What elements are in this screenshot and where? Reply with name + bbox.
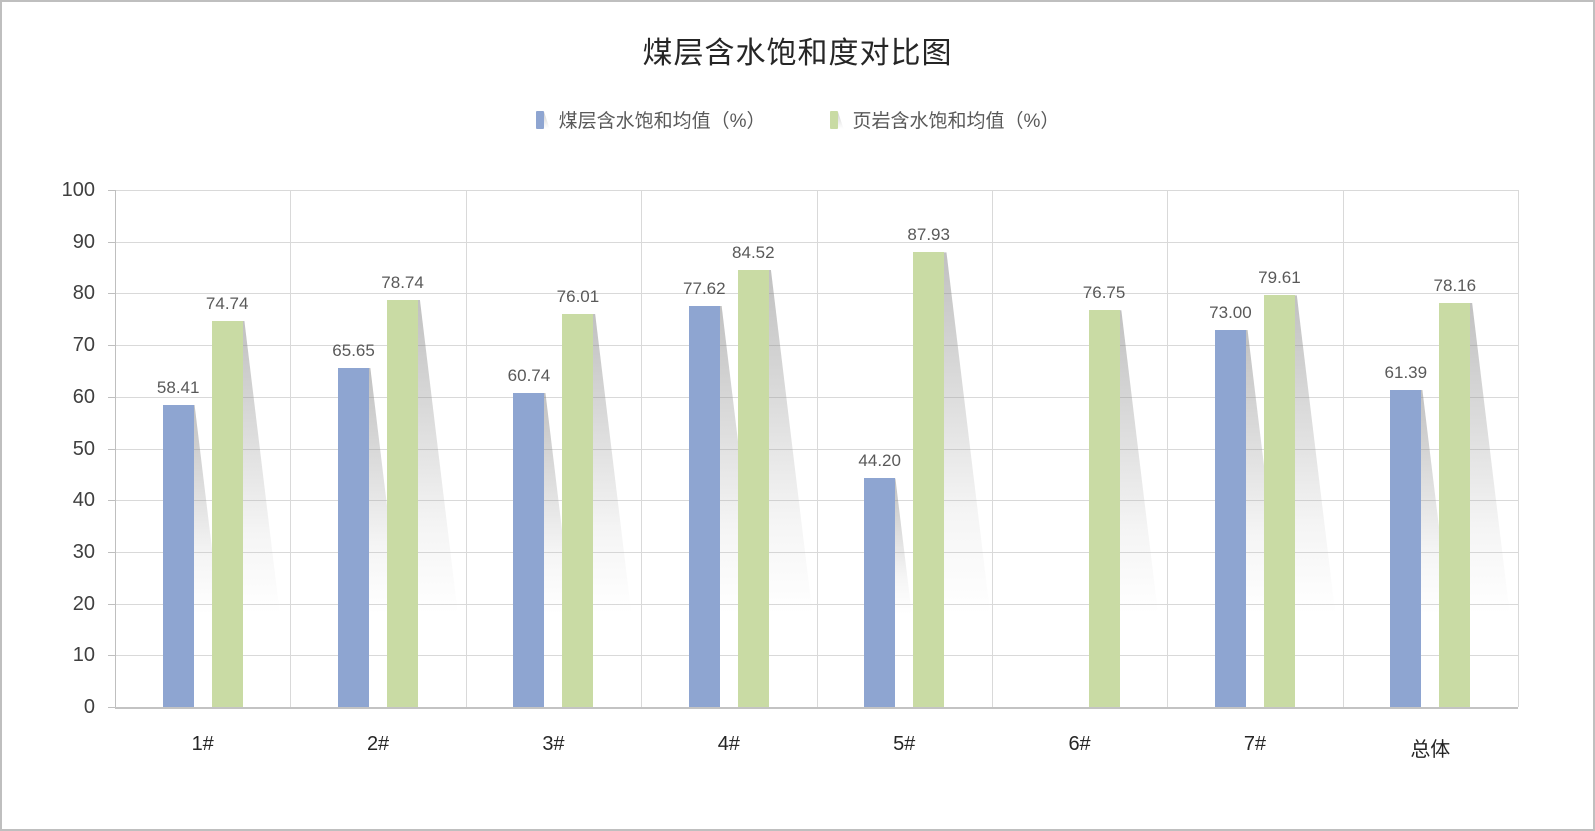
bar-shadow xyxy=(767,270,813,614)
value-label: 76.01 xyxy=(556,287,600,307)
value-label: 78.16 xyxy=(1433,275,1477,295)
gridline xyxy=(816,190,818,707)
value-label: 79.61 xyxy=(1258,268,1301,288)
value-label: 87.93 xyxy=(907,225,950,245)
bar xyxy=(338,367,370,707)
value-label: 61.39 xyxy=(1384,362,1428,382)
value-label: 65.65 xyxy=(332,340,375,360)
x-axis-label: 6# xyxy=(1068,733,1091,755)
gridline xyxy=(991,190,993,707)
y-axis-label: 20 xyxy=(72,592,95,615)
bar xyxy=(1390,389,1422,707)
y-axis-tick xyxy=(108,603,115,605)
value-label: 74.74 xyxy=(205,293,249,313)
value-label: 44.20 xyxy=(858,451,901,471)
y-axis-tick xyxy=(108,551,115,553)
bar xyxy=(688,305,720,707)
bar xyxy=(513,392,545,707)
y-axis-label: 70 xyxy=(72,334,95,357)
y-axis-label: 30 xyxy=(72,540,95,563)
legend-label: 页岩含水饱和均值（%） xyxy=(852,111,1060,132)
legend-item: 页岩含水饱和均值（%） xyxy=(829,106,1060,133)
x-axis-label: 1# xyxy=(191,733,214,755)
legend-marker-icon xyxy=(829,110,844,129)
value-label: 60.74 xyxy=(507,365,551,385)
bar xyxy=(737,270,769,707)
y-axis-tick xyxy=(108,396,115,398)
value-label: 76.75 xyxy=(1082,283,1126,303)
bar xyxy=(1439,302,1471,707)
y-axis-tick xyxy=(108,293,115,295)
y-axis-tick xyxy=(108,345,115,347)
x-axis-label: 7# xyxy=(1243,733,1267,755)
y-axis-tick xyxy=(108,448,115,450)
y-axis-tick xyxy=(108,500,115,502)
y-axis-tick xyxy=(108,190,115,191)
bar-shadow xyxy=(1293,295,1336,614)
bar xyxy=(387,299,419,707)
gridline xyxy=(1167,190,1169,707)
y-axis-label: 80 xyxy=(72,282,95,305)
bar xyxy=(211,320,243,707)
bar xyxy=(1214,329,1246,707)
bar-shadow xyxy=(943,252,991,614)
legend: 煤层含水饱和均值（%） 页岩含水饱和均值（%） xyxy=(2,106,1593,133)
value-label: 78.74 xyxy=(381,272,424,292)
y-axis-label: 100 xyxy=(61,179,95,201)
gridline xyxy=(1518,190,1519,707)
y-axis-tick xyxy=(108,655,115,657)
y-axis-tick xyxy=(108,241,115,243)
bar xyxy=(162,405,194,707)
bar-shadow xyxy=(1118,310,1159,614)
value-label: 77.62 xyxy=(683,278,726,298)
y-axis-tick xyxy=(108,707,115,708)
y-axis-label: 90 xyxy=(72,230,95,253)
value-label: 58.41 xyxy=(156,378,200,398)
y-axis-label: 40 xyxy=(72,489,95,512)
legend-item: 煤层含水饱和均值（%） xyxy=(535,106,766,133)
bar xyxy=(1088,310,1120,707)
x-axis-label: 4# xyxy=(717,733,740,755)
gridline xyxy=(1342,190,1344,707)
x-axis-label: 2# xyxy=(366,733,390,755)
y-axis-label: 0 xyxy=(83,696,95,718)
legend-marker-icon xyxy=(535,110,550,129)
legend-marker-bar xyxy=(535,110,544,129)
bar-shadow xyxy=(894,478,912,614)
x-axis-label: 5# xyxy=(893,733,916,755)
bar-shadow xyxy=(241,320,280,614)
chart-title: 煤层含水饱和度对比图 xyxy=(642,37,953,70)
y-axis-label: 50 xyxy=(72,437,95,460)
gridline xyxy=(290,190,292,707)
bar-shadow xyxy=(1469,302,1510,614)
bar xyxy=(1263,295,1295,707)
bar xyxy=(864,478,896,707)
value-label: 73.00 xyxy=(1209,302,1252,322)
x-axis-label: 3# xyxy=(542,733,565,755)
y-axis-line xyxy=(115,190,116,707)
gridline xyxy=(465,190,467,707)
bar xyxy=(913,252,945,707)
legend-marker-shadow xyxy=(837,110,844,129)
y-axis-label: 60 xyxy=(72,385,95,408)
bar-shadow xyxy=(592,314,632,614)
bar-shadow xyxy=(417,299,458,614)
y-axis-label: 10 xyxy=(72,644,95,667)
legend-marker-shadow xyxy=(543,110,550,129)
legend-marker-bar xyxy=(829,110,838,129)
x-axis-label: 总体 xyxy=(1410,739,1451,761)
value-label: 84.52 xyxy=(732,243,775,263)
bar xyxy=(562,314,594,707)
legend-label: 煤层含水饱和均值（%） xyxy=(558,111,766,132)
gridline xyxy=(641,190,643,707)
x-axis-line xyxy=(115,707,1518,709)
